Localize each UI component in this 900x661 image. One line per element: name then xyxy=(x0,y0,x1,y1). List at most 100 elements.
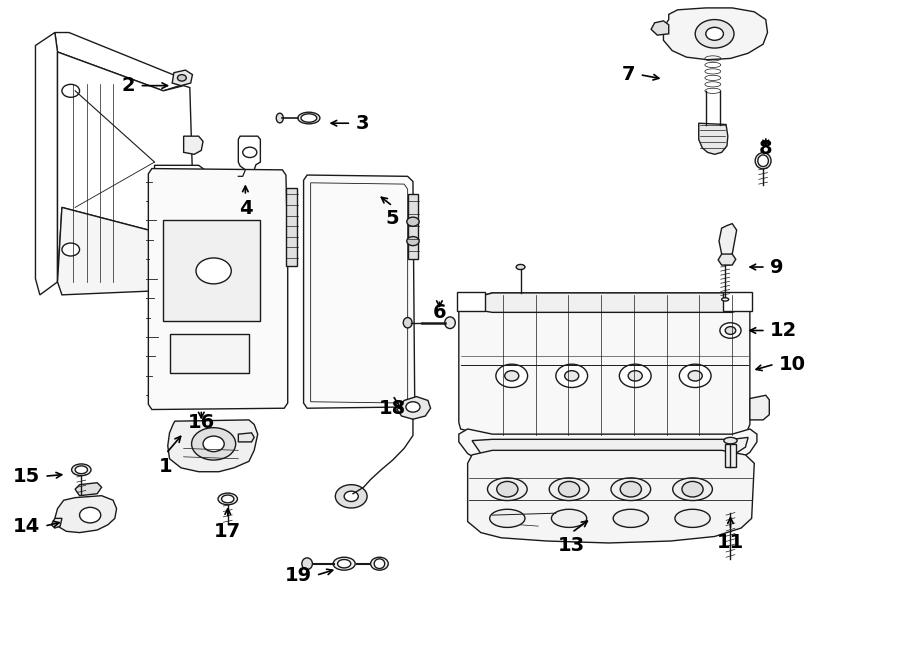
Circle shape xyxy=(682,481,703,497)
Circle shape xyxy=(556,364,588,387)
Circle shape xyxy=(720,323,741,338)
Ellipse shape xyxy=(613,509,648,527)
Text: 2: 2 xyxy=(122,76,135,95)
Circle shape xyxy=(62,85,79,97)
Circle shape xyxy=(688,371,702,381)
Text: 1: 1 xyxy=(159,457,173,476)
Ellipse shape xyxy=(301,114,317,122)
Text: 19: 19 xyxy=(284,566,311,585)
Circle shape xyxy=(203,436,224,451)
Text: 11: 11 xyxy=(717,533,744,552)
Polygon shape xyxy=(172,70,193,86)
Ellipse shape xyxy=(221,495,234,503)
Circle shape xyxy=(620,481,642,497)
Polygon shape xyxy=(58,52,194,282)
Polygon shape xyxy=(238,433,254,442)
Circle shape xyxy=(192,428,236,460)
Ellipse shape xyxy=(403,317,412,328)
Circle shape xyxy=(79,508,101,523)
Ellipse shape xyxy=(371,557,388,570)
Bar xyxy=(286,188,296,266)
Ellipse shape xyxy=(490,509,525,527)
Polygon shape xyxy=(155,165,212,193)
Circle shape xyxy=(177,75,186,81)
Text: 18: 18 xyxy=(379,399,406,418)
Ellipse shape xyxy=(724,438,737,444)
Bar xyxy=(724,292,752,311)
Bar xyxy=(169,334,249,373)
Polygon shape xyxy=(166,233,202,292)
Polygon shape xyxy=(651,21,669,35)
Polygon shape xyxy=(698,123,728,154)
Circle shape xyxy=(62,243,79,256)
Circle shape xyxy=(243,147,256,157)
Polygon shape xyxy=(750,395,770,420)
Circle shape xyxy=(564,371,579,381)
Ellipse shape xyxy=(549,478,589,500)
Text: 3: 3 xyxy=(356,114,369,133)
Ellipse shape xyxy=(722,298,729,301)
Circle shape xyxy=(695,20,734,48)
Text: 13: 13 xyxy=(558,536,585,555)
Circle shape xyxy=(619,364,651,387)
Circle shape xyxy=(496,364,527,387)
Ellipse shape xyxy=(758,155,769,167)
Polygon shape xyxy=(663,8,768,59)
Ellipse shape xyxy=(374,559,384,568)
Polygon shape xyxy=(459,429,757,472)
Bar xyxy=(164,220,260,321)
Ellipse shape xyxy=(276,113,284,123)
Text: 8: 8 xyxy=(759,139,772,159)
Polygon shape xyxy=(51,518,62,528)
Polygon shape xyxy=(468,450,754,543)
Text: 6: 6 xyxy=(433,303,446,322)
Ellipse shape xyxy=(445,317,455,329)
Ellipse shape xyxy=(611,478,651,500)
Circle shape xyxy=(407,217,419,226)
Polygon shape xyxy=(58,208,167,295)
Circle shape xyxy=(628,371,643,381)
Ellipse shape xyxy=(672,478,713,500)
Ellipse shape xyxy=(552,509,587,527)
Polygon shape xyxy=(55,496,117,533)
Polygon shape xyxy=(472,438,748,467)
Text: 4: 4 xyxy=(238,199,252,218)
Text: 14: 14 xyxy=(13,517,40,535)
Ellipse shape xyxy=(302,558,312,570)
Polygon shape xyxy=(718,254,736,265)
Circle shape xyxy=(505,371,518,381)
Circle shape xyxy=(344,491,358,502)
Polygon shape xyxy=(184,136,203,154)
Circle shape xyxy=(725,327,736,334)
Circle shape xyxy=(559,481,580,497)
Ellipse shape xyxy=(517,264,525,270)
Circle shape xyxy=(406,402,420,412)
Text: 15: 15 xyxy=(13,467,40,486)
Polygon shape xyxy=(238,136,260,170)
Ellipse shape xyxy=(755,153,771,169)
Circle shape xyxy=(336,485,367,508)
Ellipse shape xyxy=(75,466,87,474)
Polygon shape xyxy=(55,32,184,91)
Polygon shape xyxy=(167,420,257,472)
Ellipse shape xyxy=(488,478,527,500)
Ellipse shape xyxy=(298,112,320,124)
Polygon shape xyxy=(75,483,102,496)
Bar xyxy=(457,292,485,311)
Circle shape xyxy=(185,173,203,186)
Text: 9: 9 xyxy=(770,258,784,276)
Circle shape xyxy=(680,364,711,387)
Text: 12: 12 xyxy=(770,321,797,340)
Circle shape xyxy=(407,237,419,246)
Ellipse shape xyxy=(72,464,91,476)
Bar xyxy=(725,444,736,467)
Ellipse shape xyxy=(218,493,238,505)
Text: 16: 16 xyxy=(188,412,215,432)
Ellipse shape xyxy=(338,559,351,568)
Polygon shape xyxy=(459,293,750,313)
Circle shape xyxy=(497,481,518,497)
Polygon shape xyxy=(159,272,185,290)
Polygon shape xyxy=(148,169,288,410)
Bar xyxy=(408,194,418,259)
Circle shape xyxy=(706,27,724,40)
